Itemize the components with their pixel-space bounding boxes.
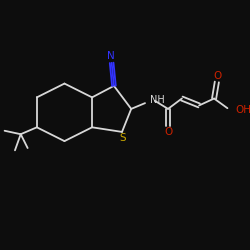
Text: NH: NH [150, 95, 165, 105]
Text: S: S [120, 133, 126, 143]
Text: OH: OH [236, 106, 250, 116]
Text: O: O [214, 71, 222, 81]
Text: O: O [164, 127, 172, 137]
Text: N: N [107, 52, 115, 62]
